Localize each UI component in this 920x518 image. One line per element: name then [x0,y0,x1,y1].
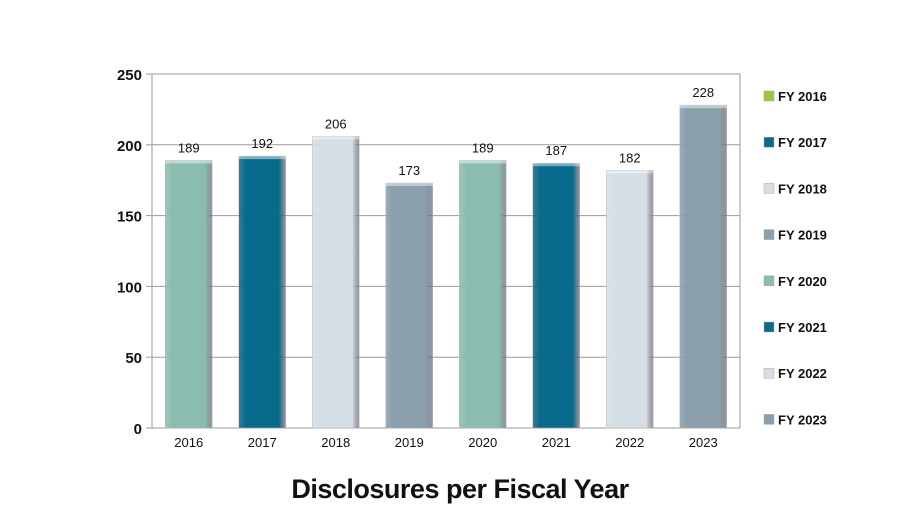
legend-swatch [763,321,775,333]
legend-swatch [763,90,775,102]
legend-label: FY 2021 [778,320,827,335]
legend-swatch [763,367,775,379]
legend-label: FY 2020 [778,274,827,289]
data-label: 192 [251,136,273,151]
bar-2020 [459,160,507,429]
data-label: 173 [398,163,420,178]
data-label: 189 [472,140,494,155]
bar-highlight [165,160,213,164]
chart-title: Disclosures per Fiscal Year [291,474,629,504]
x-tick-label: 2016 [174,435,203,450]
bar-2022 [606,170,654,429]
bar-2021 [532,162,580,429]
x-tick-label: 2020 [468,435,497,450]
bar-2019 [385,182,433,429]
data-label: 206 [325,116,347,131]
legend-label: FY 2019 [778,228,827,243]
data-label: 189 [178,140,200,155]
legend-swatch [763,136,775,148]
legend-label: FY 2016 [778,89,827,104]
y-tick-label: 50 [125,350,142,367]
bar-highlight [679,105,727,109]
x-tick-label: 2023 [689,435,718,450]
data-label: 182 [619,150,641,165]
x-tick-label: 2018 [321,435,350,450]
bar-2016 [165,160,213,429]
bar-2017 [238,155,286,429]
x-tick-label: 2019 [395,435,424,450]
legend-swatch [763,183,775,194]
y-tick-label: 0 [134,421,142,438]
legend-swatch [763,414,775,425]
bar-highlight [385,183,433,187]
legend-label: FY 2022 [778,366,827,381]
bar-2023 [679,104,727,429]
legend-label: FY 2018 [778,181,827,196]
x-tick-label: 2021 [542,435,571,450]
legend-label: FY 2023 [778,412,827,427]
legend-swatch [763,275,775,287]
y-tick-label: 200 [117,138,142,155]
data-label: 187 [545,143,567,158]
legend-label: FY 2017 [778,135,827,150]
y-tick-label: 100 [117,279,142,296]
bar-highlight [459,160,507,164]
y-tick-label: 150 [117,209,142,226]
x-tick-label: 2017 [248,435,277,450]
bar-2018 [312,136,360,429]
data-label: 228 [692,85,714,100]
x-tick-label: 2022 [615,435,644,450]
bar-highlight [532,163,580,167]
bar-highlight [606,170,654,174]
y-tick-label: 250 [117,67,142,84]
bar-highlight [312,136,360,140]
bar-highlight [238,156,286,160]
legend-swatch [763,229,775,240]
